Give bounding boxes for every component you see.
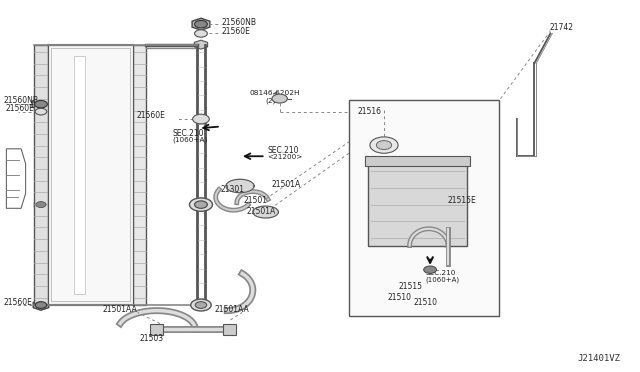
Bar	[48, 45, 133, 305]
Circle shape	[36, 101, 46, 107]
Text: 21515E: 21515E	[448, 196, 477, 205]
Polygon shape	[195, 200, 207, 209]
Polygon shape	[32, 98, 50, 110]
Circle shape	[195, 302, 207, 308]
Text: 21560NB: 21560NB	[3, 96, 38, 105]
Text: 21510: 21510	[413, 298, 438, 307]
Text: 21560NB: 21560NB	[221, 18, 257, 27]
Text: 21560E: 21560E	[221, 27, 250, 36]
Polygon shape	[195, 40, 207, 49]
Bar	[365, 156, 470, 166]
Text: 21503: 21503	[140, 334, 164, 343]
Polygon shape	[195, 301, 207, 310]
Circle shape	[36, 202, 46, 208]
Text: 21501AA: 21501AA	[214, 305, 249, 314]
Circle shape	[35, 302, 47, 308]
Text: 21510: 21510	[388, 293, 412, 302]
Text: 21501A: 21501A	[246, 207, 276, 216]
Text: 21742: 21742	[549, 23, 573, 32]
Bar	[34, 45, 48, 305]
Circle shape	[35, 100, 47, 108]
Polygon shape	[195, 115, 207, 124]
Bar	[349, 100, 499, 316]
Text: 21501AA: 21501AA	[102, 305, 137, 314]
Circle shape	[195, 201, 207, 208]
Circle shape	[195, 30, 207, 37]
Text: SEC.210: SEC.210	[173, 129, 204, 138]
Text: 21301: 21301	[221, 185, 244, 194]
Bar	[223, 324, 236, 335]
Circle shape	[272, 94, 287, 103]
Text: SEC.210: SEC.210	[426, 270, 456, 276]
Text: (2): (2)	[266, 98, 276, 105]
Circle shape	[36, 302, 46, 308]
Polygon shape	[35, 301, 47, 310]
Bar	[150, 324, 163, 335]
Circle shape	[424, 266, 436, 273]
Polygon shape	[253, 206, 278, 218]
Text: 21560E: 21560E	[5, 105, 34, 113]
Circle shape	[35, 108, 47, 115]
Polygon shape	[35, 100, 47, 109]
Text: 21515: 21515	[398, 282, 422, 291]
Circle shape	[189, 198, 212, 211]
Text: 21501A: 21501A	[272, 180, 301, 189]
Circle shape	[195, 20, 207, 28]
Text: 21501: 21501	[243, 196, 268, 205]
Circle shape	[370, 137, 398, 153]
Circle shape	[376, 141, 392, 150]
Text: SEC.210: SEC.210	[268, 146, 299, 155]
Polygon shape	[33, 300, 49, 310]
Text: 08146-6202H: 08146-6202H	[250, 90, 300, 96]
Text: <21200>: <21200>	[268, 154, 303, 160]
Text: J21401VZ: J21401VZ	[578, 354, 621, 363]
Bar	[51, 48, 130, 301]
Text: 21560E: 21560E	[3, 298, 32, 307]
Circle shape	[193, 114, 209, 124]
Text: (1060+A): (1060+A)	[426, 276, 460, 283]
Polygon shape	[35, 200, 47, 209]
Bar	[133, 45, 146, 305]
Text: (1060+A): (1060+A)	[173, 136, 208, 143]
Polygon shape	[192, 18, 210, 30]
Text: 21516: 21516	[357, 107, 381, 116]
Circle shape	[191, 299, 211, 311]
Bar	[368, 164, 467, 246]
Bar	[74, 56, 85, 294]
Text: 21560E: 21560E	[136, 111, 165, 120]
Text: ®: ®	[273, 92, 280, 101]
Polygon shape	[226, 179, 254, 193]
